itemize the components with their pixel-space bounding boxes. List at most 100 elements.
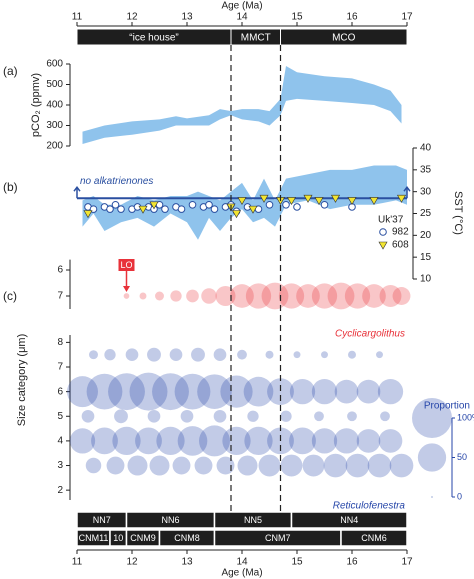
y-tick-label: 10	[420, 274, 432, 285]
bubble	[311, 378, 338, 405]
age-tick-label: 13	[181, 557, 193, 568]
bubble	[243, 376, 274, 407]
age-tick-label: 15	[291, 557, 303, 568]
point-982	[111, 200, 120, 209]
size-legend-circle	[412, 398, 452, 438]
bubble	[293, 351, 301, 359]
bubble	[289, 378, 316, 405]
y-tick-label: 500	[46, 79, 63, 90]
bubble	[377, 378, 404, 405]
bubble	[213, 409, 227, 423]
bubble	[81, 409, 95, 423]
bubble	[201, 288, 217, 304]
bubble	[147, 409, 161, 423]
y-tick-label: 20	[420, 230, 432, 241]
interval-label: MMCT	[241, 33, 271, 44]
bubble	[213, 348, 227, 362]
age-tick-label: 16	[346, 557, 358, 568]
y-tick-label: 3	[57, 460, 63, 471]
zone-bar	[340, 529, 408, 547]
panel-label: (c)	[3, 289, 17, 303]
bubble	[67, 376, 98, 408]
zone-label: CNM9	[130, 533, 156, 543]
zone-label: NN6	[161, 515, 179, 525]
bubble	[323, 453, 348, 478]
bubble	[108, 373, 145, 411]
y-tick-label: 15	[420, 252, 432, 263]
bubble	[216, 456, 235, 475]
bubble	[139, 292, 147, 300]
threshold-label: no alkatrienones	[80, 176, 153, 187]
bubble	[314, 411, 324, 422]
bubble	[321, 351, 328, 359]
age-tick-label: 17	[401, 12, 413, 23]
bubble	[334, 379, 359, 404]
point-608	[149, 201, 159, 210]
bubble	[123, 293, 130, 299]
bubble	[347, 411, 357, 422]
bubble	[311, 428, 338, 454]
y-tick-label: 300	[46, 120, 63, 131]
age-tick-label: 11	[72, 557, 83, 568]
taxon-label: Cyclicargolithus	[335, 329, 405, 340]
bubble	[174, 373, 211, 410]
bubble	[389, 453, 414, 478]
bubble	[106, 456, 125, 475]
zone-label: CNM8	[174, 533, 200, 543]
point-982	[161, 205, 169, 213]
point-982	[205, 200, 213, 209]
point-982	[188, 200, 197, 209]
bubble	[177, 426, 208, 456]
bubble	[296, 284, 320, 308]
y-tick-label: 8	[57, 337, 63, 348]
bubble	[104, 349, 116, 361]
point-608	[248, 205, 258, 214]
bubble	[156, 426, 185, 456]
age-tick-label: 14	[236, 12, 248, 23]
bubble	[237, 455, 258, 476]
age-tick-label: 17	[401, 557, 413, 568]
size-legend-title: Proportion	[424, 401, 470, 412]
y-tick-label: 30	[420, 186, 432, 197]
bubble	[265, 350, 274, 359]
bubble	[152, 373, 189, 411]
y-tick-label: 5	[57, 411, 63, 422]
pco2-band	[82, 66, 402, 144]
threshold-arrowhead	[73, 185, 81, 192]
bubble	[392, 287, 411, 305]
y-axis-title: Size category (μm)	[16, 334, 28, 427]
interval-bar	[280, 28, 408, 46]
bubble	[345, 453, 370, 478]
age-axis-title-bottom: Age (Ma)	[221, 568, 262, 579]
age-tick-label: 16	[346, 12, 358, 23]
point-608	[314, 197, 324, 206]
legend-marker	[378, 241, 388, 250]
bubble	[86, 373, 123, 410]
bubble	[147, 347, 161, 362]
point-608	[396, 194, 407, 203]
bubble	[69, 428, 96, 454]
size-legend-label: 100%	[457, 412, 474, 422]
bubble	[380, 411, 390, 422]
point-608	[286, 197, 297, 206]
age-axis-title-top: Age (Ma)	[221, 1, 262, 12]
bubble	[194, 456, 213, 475]
zone-label: CNM7	[265, 533, 291, 543]
legend-title: Uk'37	[378, 215, 404, 226]
bubble	[169, 348, 183, 362]
bubble	[125, 348, 139, 362]
threshold-arrowhead	[403, 185, 411, 192]
size-legend-label: 50	[457, 452, 467, 462]
bubble	[129, 372, 168, 411]
point-982	[210, 205, 219, 213]
point-608	[231, 210, 242, 219]
point-608	[138, 205, 148, 214]
panel-label: (a)	[3, 64, 18, 78]
bubble	[376, 351, 383, 359]
size-legend-circle	[431, 496, 433, 498]
size-legend-circle	[417, 443, 447, 472]
legend-marker	[379, 228, 387, 236]
sst-band	[82, 165, 407, 240]
bubble	[186, 289, 199, 303]
